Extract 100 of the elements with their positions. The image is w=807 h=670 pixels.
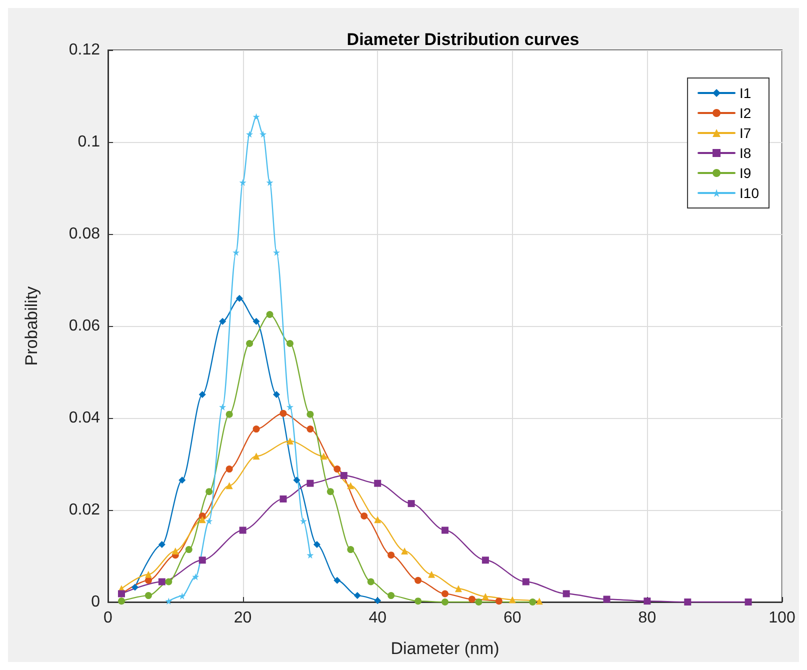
point [252,452,260,460]
x-tick-label: 20 [234,610,252,626]
point [388,592,395,600]
point [293,476,300,484]
y-tick-label: 0.04 [68,410,100,426]
point [286,403,294,410]
point [475,598,482,606]
point [198,391,206,398]
point [266,178,274,186]
point [562,590,570,598]
point [334,466,341,473]
point [306,410,314,418]
point [326,488,334,496]
point [374,516,382,524]
point [144,576,152,584]
point [206,518,213,525]
point [442,598,448,606]
point [522,578,530,586]
point [273,248,280,256]
point [354,592,361,600]
point [454,585,462,592]
point [313,541,320,548]
point [408,500,415,508]
y-tick-label: 0.1 [78,134,100,150]
point [165,578,172,586]
point [367,578,374,586]
point [219,403,226,410]
point [158,541,166,548]
point [388,552,395,559]
point [239,526,246,534]
point [286,340,294,347]
point [252,426,260,433]
x-tick-label: 80 [638,610,656,626]
point [744,598,752,606]
point [226,466,233,473]
point [495,598,502,605]
point [172,547,179,554]
point [340,472,348,479]
point [246,130,254,138]
point [118,598,125,605]
point [306,480,314,487]
point [306,552,314,559]
point [192,573,200,580]
point [286,438,294,444]
point [178,476,186,484]
point [334,576,341,584]
point [347,482,354,490]
point [226,410,233,418]
point [442,590,448,598]
x-axis-title: Diameter (nm) [390,639,500,658]
y-tick-label: 0 [91,594,100,610]
point [306,426,314,433]
point [529,598,536,606]
point [232,248,240,256]
point [266,311,274,318]
y-axis-title: Probability [22,286,41,366]
point [360,512,368,520]
point [603,596,610,603]
point [347,546,354,554]
point [252,113,260,120]
point [536,598,543,605]
point [401,547,408,554]
point [508,596,516,604]
x-tick-label: 40 [368,610,387,626]
y-tick-label: 0.06 [68,318,100,334]
x-tick-label: 60 [504,610,522,626]
point [300,518,307,525]
point [280,495,287,502]
point [260,130,267,138]
point [198,516,206,524]
point [252,318,260,325]
point [684,598,692,606]
point [185,546,192,554]
point [374,597,382,604]
chart-title: Diameter Distribution curves [346,30,580,49]
point [219,318,226,325]
point [165,598,172,605]
point [198,556,206,564]
point [482,556,489,564]
point [206,488,213,496]
point [374,480,382,487]
point [280,410,287,417]
point [320,452,328,460]
legend-label: I10 [740,185,760,201]
point [236,294,243,302]
point [414,598,422,605]
point [178,592,186,600]
point [239,178,246,186]
point [428,570,436,578]
point [144,592,152,600]
y-tick-label: 0.08 [68,226,100,242]
point [246,340,254,347]
legend-label: I8 [740,145,752,161]
point [131,584,138,591]
legend-label: I7 [740,125,752,141]
legend-label: I1 [740,85,752,101]
point [226,482,233,490]
point [482,592,489,600]
y-tick-label: 0.02 [68,502,100,518]
legend-label: I9 [740,165,752,181]
